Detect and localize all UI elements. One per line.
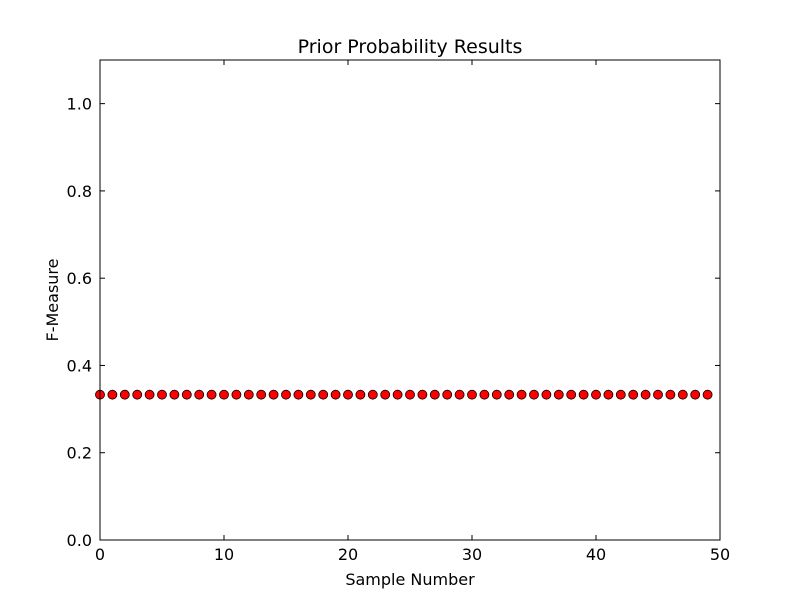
data-point: [628, 389, 639, 400]
data-point: [665, 389, 676, 400]
data-point: [107, 389, 118, 400]
x-axis: 0 10 20 30 40 50: [95, 60, 730, 564]
data-point: [653, 389, 663, 400]
y-tick-label: 0.0: [67, 531, 92, 550]
data-point: [318, 389, 329, 400]
x-tick-label: 30: [462, 545, 482, 564]
data-point: [702, 389, 713, 400]
y-tick-label: 0.6: [67, 269, 92, 288]
data-point: [293, 389, 304, 400]
data-point: [405, 389, 415, 400]
data-point: [677, 389, 688, 400]
data-point: [256, 389, 267, 400]
chart-title: Prior Probability Results: [298, 36, 523, 58]
data-point: [615, 389, 626, 400]
data-point: [690, 389, 701, 400]
data-point: [529, 389, 539, 400]
data-point: [243, 389, 254, 400]
data-point: [504, 389, 515, 400]
y-tick-label: 0.8: [67, 182, 92, 201]
data-point: [491, 389, 502, 400]
y-tick-label: 1.0: [67, 95, 92, 114]
data-point: [343, 389, 353, 400]
data-point: [578, 389, 589, 400]
x-tick-label: 0: [95, 545, 105, 564]
x-tick-label: 10: [214, 545, 234, 564]
data-point: [194, 389, 205, 400]
data-point: [553, 389, 564, 400]
y-axis: 0.0 0.2 0.4 0.6 0.8 1.0: [67, 95, 720, 550]
data-point: [305, 389, 316, 400]
x-axis-title: Sample Number: [345, 570, 475, 589]
data-point: [181, 389, 192, 400]
data-point: [281, 389, 291, 400]
y-tick-label: 0.4: [67, 356, 92, 375]
data-point: [442, 389, 453, 400]
data-point: [144, 389, 155, 400]
plot-frame: [99, 59, 721, 541]
data-point: [231, 389, 242, 400]
data-point: [157, 389, 167, 400]
data-point: [330, 389, 341, 400]
data-point: [566, 389, 577, 400]
data-point: [392, 389, 403, 400]
data-point: [516, 389, 527, 400]
data-point: [219, 389, 229, 400]
data-point: [355, 389, 366, 400]
data-point: [640, 389, 651, 400]
plot-area: [95, 389, 713, 400]
data-point: [454, 389, 465, 400]
data-point: [206, 389, 217, 400]
data-point: [380, 389, 391, 400]
data-point: [541, 389, 552, 400]
data-point: [132, 389, 143, 400]
data-point: [119, 389, 130, 400]
data-point: [169, 389, 180, 400]
data-point: [429, 389, 440, 400]
y-axis-title: F-Measure: [43, 259, 62, 342]
data-point: [268, 389, 279, 400]
x-tick-label: 40: [586, 545, 606, 564]
y-tick-label: 0.2: [67, 444, 92, 463]
data-point: [467, 389, 477, 400]
x-tick-label: 50: [710, 545, 730, 564]
data-point: [591, 389, 601, 400]
data-point: [479, 389, 490, 400]
data-point: [367, 389, 378, 400]
data-point: [417, 389, 428, 400]
x-tick-label: 20: [338, 545, 358, 564]
data-point: [603, 389, 614, 400]
